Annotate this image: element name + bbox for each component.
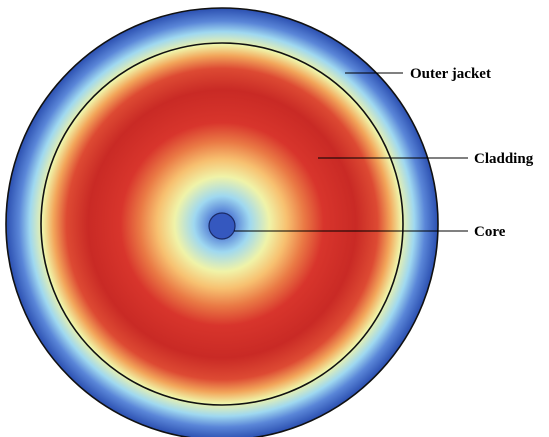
core-label: Core bbox=[474, 224, 506, 240]
outer-jacket-label: Outer jacket bbox=[410, 66, 491, 82]
cladding-label: Cladding bbox=[474, 151, 534, 167]
core-circle bbox=[208, 212, 236, 240]
cladding-boundary-ring bbox=[40, 42, 404, 406]
